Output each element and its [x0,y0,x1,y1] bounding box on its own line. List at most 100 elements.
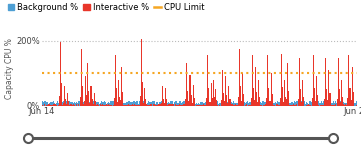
Bar [170,104,171,106]
Bar [65,102,66,106]
Bar [286,103,287,106]
Bar [242,73,243,106]
Bar [134,104,135,106]
Bar [78,101,79,106]
Bar [290,105,291,106]
Bar [300,103,301,106]
Bar [345,103,346,106]
Bar [42,105,43,106]
Bar [184,104,185,106]
Bar [210,101,212,106]
Bar [102,104,103,106]
Bar [77,103,78,106]
Bar [155,105,156,106]
Bar [288,91,290,106]
Bar [315,101,316,106]
Bar [244,102,245,106]
Legend: Background %, Interactive %, CPU Limit: Background %, Interactive %, CPU Limit [8,3,204,12]
Bar [312,101,313,106]
Bar [115,55,116,106]
Bar [49,104,51,106]
Bar [227,102,229,106]
Bar [316,103,317,106]
Bar [61,84,62,106]
Bar [234,105,235,106]
Bar [238,97,239,106]
Bar [130,102,131,106]
Bar [109,103,110,106]
Bar [88,91,90,106]
Bar [270,73,271,106]
Bar [126,102,127,106]
Bar [198,103,199,106]
Bar [300,89,301,106]
Bar [201,105,202,106]
Bar [182,102,183,106]
Bar [173,104,174,106]
Bar [224,102,225,106]
Bar [101,105,102,106]
Bar [138,104,139,106]
Bar [231,103,232,106]
Bar [74,105,75,106]
Bar [264,102,265,106]
Bar [147,103,148,106]
Bar [151,104,152,106]
Bar [344,105,345,106]
Bar [261,103,262,106]
Bar [236,103,237,106]
Bar [216,102,217,106]
Bar [260,105,261,106]
Bar [213,80,214,106]
Bar [48,103,49,106]
Bar [124,103,125,106]
Bar [248,105,249,106]
Bar [171,101,173,106]
Bar [113,105,114,106]
Bar [138,105,139,106]
Bar [44,101,45,106]
Bar [318,101,319,106]
Bar [259,97,260,106]
Bar [292,102,293,106]
Bar [114,98,115,106]
Bar [170,101,171,106]
Bar [285,101,286,106]
Bar [168,104,169,106]
Bar [71,102,73,106]
Bar [61,104,62,106]
Bar [213,102,214,106]
Bar [113,101,114,106]
Bar [247,105,248,106]
Bar [166,99,168,106]
Bar [41,104,42,106]
Bar [299,58,300,106]
Bar [45,101,46,106]
Bar [166,103,168,106]
Bar [107,105,108,106]
Bar [258,80,259,106]
Bar [119,97,120,106]
Bar [260,102,261,106]
Bar [49,103,51,106]
Bar [198,105,199,106]
Bar [164,103,165,106]
Bar [81,102,82,106]
Bar [106,104,107,106]
Bar [252,55,253,106]
Bar [323,105,324,106]
Bar [103,105,104,106]
Bar [322,105,323,106]
Bar [239,101,240,106]
Bar [192,103,193,106]
Bar [297,101,298,106]
Bar [104,105,105,106]
Bar [203,104,204,106]
Bar [308,104,309,106]
Bar [165,102,166,106]
Bar [287,101,288,106]
Bar [60,101,61,106]
Bar [127,102,129,106]
Bar [62,105,63,106]
Bar [126,105,127,106]
